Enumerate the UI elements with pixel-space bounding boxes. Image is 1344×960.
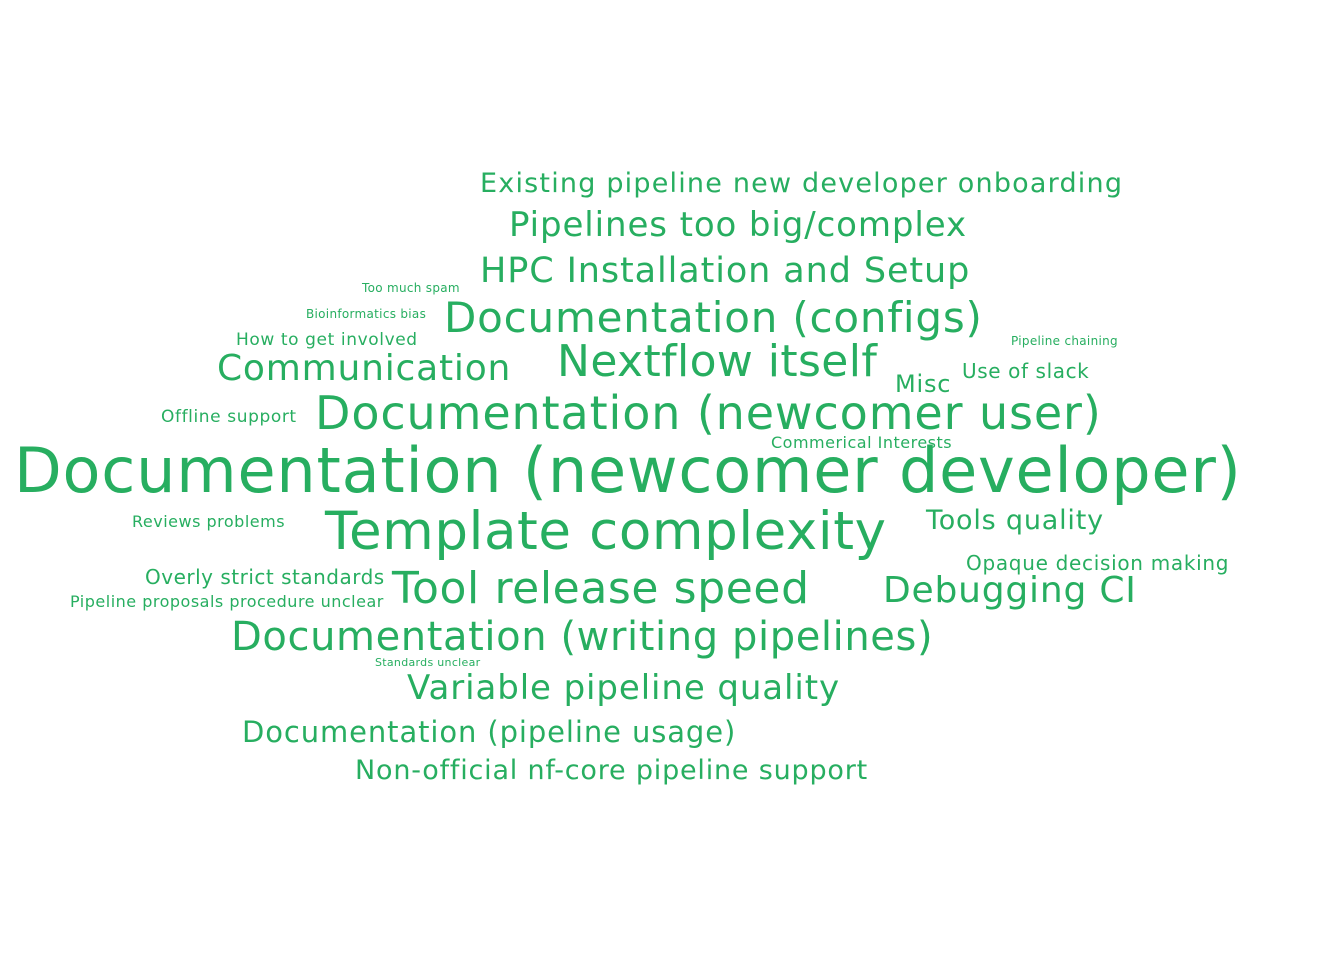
word-communication: Communication [217, 348, 512, 389]
word-nextflow-itself: Nextflow itself [557, 336, 878, 387]
word-documentation-writing-pipelines: Documentation (writing pipelines) [231, 614, 934, 660]
word-standards-unclear: Standards unclear [375, 656, 481, 669]
word-hpc-installation-and-setup: HPC Installation and Setup [480, 251, 971, 291]
word-existing-pipeline-new-developer-onboarding: Existing pipeline new developer onboardi… [480, 168, 1124, 199]
word-misc: Misc [895, 370, 952, 398]
word-commerical-interests: Commerical Interests [771, 433, 953, 452]
word-offline-support: Offline support [161, 407, 297, 427]
word-documentation-configs: Documentation (configs) [444, 293, 983, 342]
word-documentation-pipeline-usage: Documentation (pipeline usage) [242, 715, 737, 749]
word-pipeline-chaining: Pipeline chaining [1011, 334, 1118, 348]
word-variable-pipeline-quality: Variable pipeline quality [407, 668, 840, 708]
word-tools-quality: Tools quality [926, 505, 1104, 536]
word-reviews-problems: Reviews problems [132, 512, 286, 531]
word-too-much-spam: Too much spam [362, 281, 460, 295]
word-pipelines-too-big-complex: Pipelines too big/complex [509, 205, 967, 245]
word-pipeline-proposals-procedure-unclear: Pipeline proposals procedure unclear [70, 592, 384, 611]
word-debugging-ci: Debugging CI [883, 570, 1137, 611]
word-use-of-slack: Use of slack [962, 359, 1090, 383]
word-bioinformatics-bias: Bioinformatics bias [306, 307, 427, 321]
word-opaque-decision-making: Opaque decision making [966, 551, 1230, 575]
word-overly-strict-standards: Overly strict standards [145, 565, 385, 589]
word-documentation-newcomer-user: Documentation (newcomer user) [315, 386, 1102, 440]
word-non-official-nf-core-pipeline-support: Non-official nf-core pipeline support [355, 755, 868, 786]
word-tool-release-speed: Tool release speed [392, 563, 810, 614]
word-documentation-newcomer-developer: Documentation (newcomer developer) [14, 434, 1242, 507]
word-template-complexity: Template complexity [325, 501, 887, 562]
word-how-to-get-involved: How to get involved [236, 330, 418, 350]
